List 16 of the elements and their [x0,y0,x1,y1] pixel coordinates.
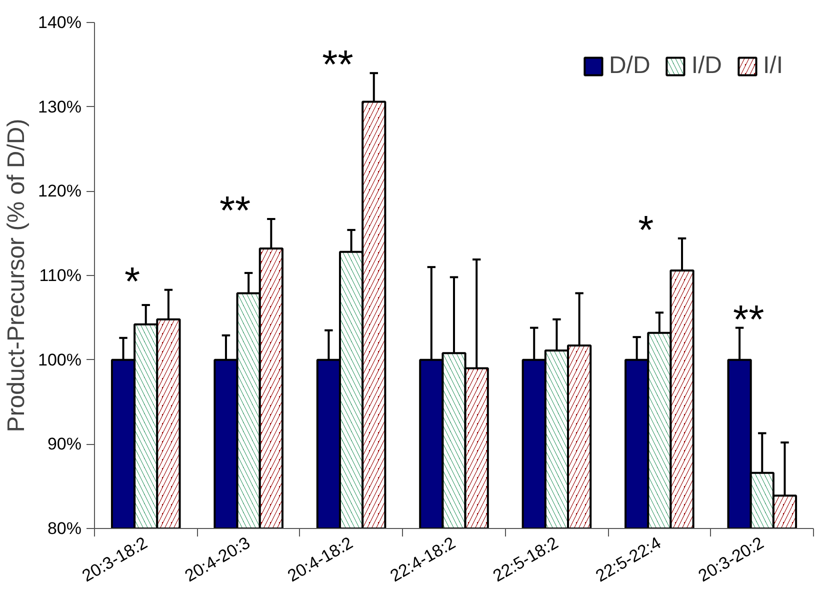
annotation: ** [219,188,251,233]
y-tick-label: 130% [38,97,82,116]
y-axis-title: Product-Precursor (% of D/D) [3,118,30,432]
legend-label: I/I [762,52,783,80]
annotation: ** [322,43,354,88]
y-tick-label: 120% [38,182,82,201]
y-tick-label: 80% [47,519,82,538]
legend-label: I/D [691,52,722,80]
y-tick-label: 140% [38,13,82,32]
annotation: * [124,260,140,304]
annotation: * [638,208,654,252]
legend-label: D/D [608,52,650,80]
y-tick-label: 110% [39,266,82,285]
annotation: ** [733,298,764,342]
y-tick-label: 90% [47,434,82,454]
y-tick-label: 100% [38,350,82,370]
